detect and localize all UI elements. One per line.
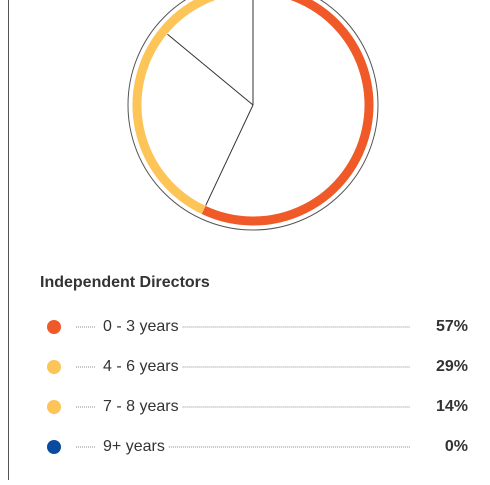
pie-segment [160,0,216,34]
pie-outline [127,0,379,231]
legend-dot [47,440,61,454]
legend-value: 14% [436,398,468,415]
legend-label: 9+ years [103,438,165,455]
segment-divider [167,33,254,106]
legend-dot [47,320,61,334]
segment-divider [205,104,254,206]
legend-value: 57% [436,318,468,335]
legend-title: Independent Directors [40,274,210,291]
pie-segment [201,0,374,226]
legend-dot [47,360,61,374]
legend-value: 29% [436,358,468,375]
legend-dot [47,400,61,414]
legend-label: 4 - 6 years [103,358,179,375]
legend-value: 0% [445,438,468,455]
legend-label: 0 - 3 years [103,318,179,335]
pie-segment [132,28,206,215]
legend-label: 7 - 8 years [103,398,179,415]
